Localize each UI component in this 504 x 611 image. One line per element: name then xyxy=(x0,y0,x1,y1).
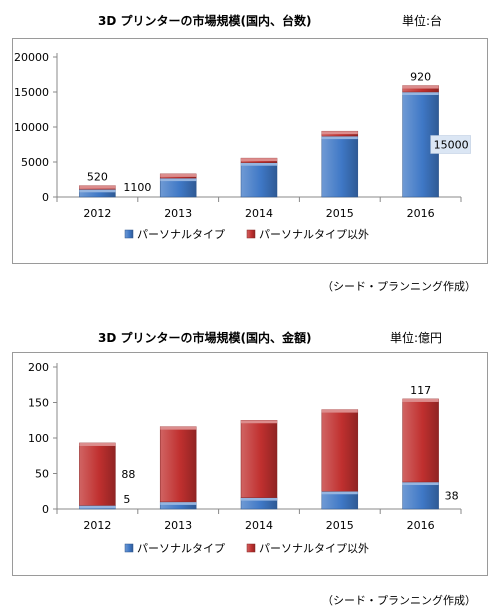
bar-segment-cap xyxy=(241,497,277,501)
unit-label: 単位:台 xyxy=(402,14,443,28)
bar-segment-cap xyxy=(402,92,439,95)
bar-segment-cap xyxy=(321,491,358,495)
data-label: 117 xyxy=(410,384,431,397)
bar-segment-cap xyxy=(321,136,358,140)
y-tick-label: 100 xyxy=(28,432,49,445)
bar-segment-cap xyxy=(79,442,116,446)
y-tick-label: 20000 xyxy=(14,51,49,64)
data-label: 15000 xyxy=(434,139,469,152)
source-note: （シード・プランニング作成） xyxy=(322,594,476,607)
legend-label: パーソナルタイプ xyxy=(137,542,225,555)
x-tick-label: 2014 xyxy=(245,519,273,532)
bar-segment-cap xyxy=(79,185,116,189)
legend: パーソナルタイプ パーソナルタイプ以外 xyxy=(124,228,369,241)
y-tick-label: 0 xyxy=(42,191,49,204)
x-tick-label: 2014 xyxy=(245,207,273,220)
bar-segment-cap xyxy=(241,162,277,166)
unit-label: 単位:億円 xyxy=(390,331,443,345)
legend-label: パーソナルタイプ以外 xyxy=(259,542,369,555)
x-tick-label: 2013 xyxy=(164,519,192,532)
x-tick-label: 2015 xyxy=(326,519,354,532)
y-tick-label: 50 xyxy=(35,468,49,481)
bar-segment-cap xyxy=(402,398,439,402)
y-tick-label: 10000 xyxy=(14,121,49,134)
bar-segment-cap xyxy=(160,426,197,430)
data-label-box xyxy=(430,135,471,154)
bar-segment-cap xyxy=(79,505,116,509)
bar-segment xyxy=(402,481,439,510)
bar-segment xyxy=(321,135,359,198)
data-label: 520 xyxy=(87,171,108,184)
y-tick-label: 0 xyxy=(42,503,49,516)
y-tick-label: 200 xyxy=(28,361,49,374)
bar-segment xyxy=(159,426,197,503)
bar-chart: 0 5000 10000 15000 20000 2012 2013 2014 2015 2016… xyxy=(14,51,471,241)
legend-swatch xyxy=(124,229,134,239)
chart-title: 3D プリンターの市場規模(国内、台数) xyxy=(98,14,312,28)
y-tick-label: 15000 xyxy=(14,86,49,99)
source-note: （シード・プランニング作成） xyxy=(322,280,476,293)
bar-chart: 0 50 100 150 200 2012 2013 2014 2015 2016 88 5 117 38… xyxy=(28,361,462,555)
legend-label: パーソナルタイプ xyxy=(137,228,225,241)
y-tick-label: 150 xyxy=(28,397,49,410)
x-tick-label: 2016 xyxy=(407,207,435,220)
chart-frame: 0 50 100 150 200 2012 2013 2014 2015 2016 88 5 117 38… xyxy=(12,352,488,576)
bar-segment-cap xyxy=(79,189,116,193)
bar-segment xyxy=(402,398,439,483)
legend-swatch xyxy=(246,229,256,239)
data-label: 1100 xyxy=(123,181,151,194)
bar-segment-cap xyxy=(160,173,197,177)
bar-segment xyxy=(321,409,359,492)
x-tick-label: 2015 xyxy=(326,207,354,220)
bar-segment xyxy=(402,85,439,93)
chart-frame: 0 5000 10000 15000 20000 2012 2013 2014 2015 2016… xyxy=(12,38,488,264)
bar-segment-cap xyxy=(402,85,439,89)
legend: パーソナルタイプ パーソナルタイプ以外 xyxy=(124,542,369,555)
bar-segment-cap xyxy=(402,482,439,486)
bar-segment xyxy=(79,442,116,506)
legend-swatch xyxy=(246,543,256,553)
legend-swatch xyxy=(124,543,134,553)
bar-segment xyxy=(240,420,278,498)
x-tick-label: 2016 xyxy=(407,519,435,532)
data-label: 38 xyxy=(445,490,459,503)
data-label: 920 xyxy=(410,71,431,84)
chart-title: 3D プリンターの市場規模(国内、金額) xyxy=(98,331,312,345)
y-tick-label: 5000 xyxy=(21,156,49,169)
bar-segment-cap xyxy=(160,178,197,182)
data-label: 88 xyxy=(121,468,135,481)
data-label: 5 xyxy=(123,493,130,506)
x-tick-label: 2012 xyxy=(83,519,111,532)
bar-segment-cap xyxy=(160,501,197,505)
bar-segment-cap xyxy=(321,131,358,135)
x-tick-label: 2013 xyxy=(164,207,192,220)
bar-segment xyxy=(240,162,278,198)
bar-segment-cap xyxy=(241,420,277,424)
bar-segment-cap xyxy=(241,158,277,162)
legend-label: パーソナルタイプ以外 xyxy=(259,228,369,241)
bar-segment-cap xyxy=(321,409,358,413)
x-tick-label: 2012 xyxy=(83,207,111,220)
